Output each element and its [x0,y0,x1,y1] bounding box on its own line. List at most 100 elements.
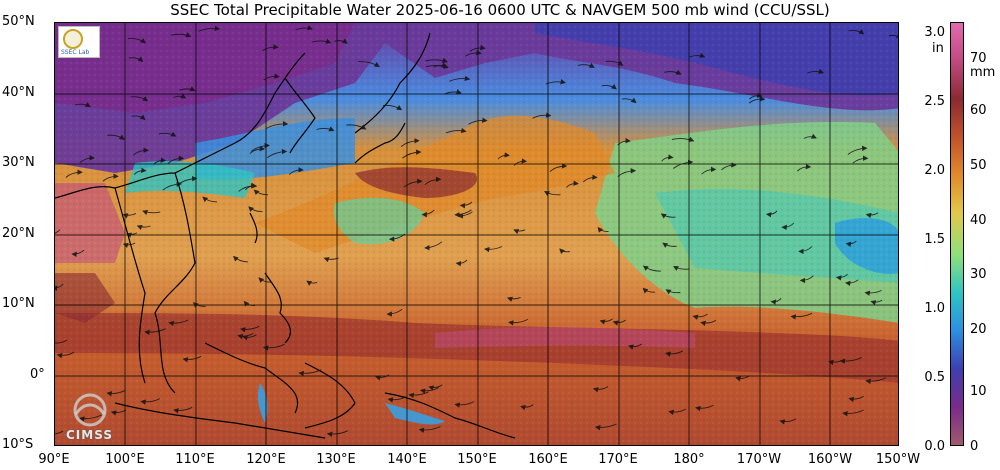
wind-arrow [421,209,435,218]
wind-arrow [346,124,367,130]
wind-arrow [695,404,714,412]
wind-arrow [864,289,882,296]
wind-arrow [592,386,609,393]
wind-arrow [865,377,886,385]
wind-arrow [403,178,423,188]
colorbar [950,22,964,446]
coastlines [55,32,516,439]
wind-arrow [248,206,263,213]
wind-arrow [672,266,690,271]
wind-arrow [661,154,674,162]
wind-arrow [424,241,443,251]
wind-arrow [128,56,144,62]
wind-arrow [386,308,403,317]
wind-arrow [262,44,279,52]
colorbar-tick-in: 1.0 [924,301,945,316]
colorbar-tick-in: 1.5 [924,232,945,247]
wind-arrow [779,418,797,425]
wind-arrow [170,32,192,38]
wind-arrow [664,69,682,75]
lon-label: 170°E [598,452,638,467]
wind-arrow [662,242,677,248]
wind-arrow [798,246,813,255]
wind-arrow [599,318,613,325]
wind-arrow [243,300,256,307]
wind-arrow [721,162,737,171]
wind-arrow [177,176,198,186]
wind-arrow [845,240,857,247]
wind-arrow [295,25,313,31]
lon-label: 160°W [807,452,853,467]
map-canvas [55,23,898,445]
wind-arrow [258,277,273,283]
wind-streamlines [55,25,898,437]
wind-arrow [130,96,149,102]
wind-arrow [749,92,763,100]
colorbar-tick-mm: 70 [970,51,987,66]
wind-arrow [577,62,595,68]
wind-arrow [263,73,280,81]
wind-arrow [559,248,570,255]
wind-arrow [388,233,406,242]
wind-arrow [55,430,64,435]
wind-arrow [621,97,637,104]
wind-arrow [700,319,717,327]
wind-arrow [173,93,187,99]
lat-label: 30°N [2,155,35,170]
wind-arrow [443,89,462,95]
wind-arrow [457,211,473,219]
wind-arrow [701,166,717,175]
logo-label: SSEC Lab [61,49,90,56]
wind-arrow [298,369,322,377]
wind-arrow [56,351,75,359]
wind-arrow [253,189,269,196]
wind-arrow [249,146,266,154]
lon-label: 110°E [175,452,215,467]
wind-arrow [605,60,624,66]
lat-label: 10°N [2,296,35,311]
wind-arrow [497,152,510,160]
wind-arrow [198,25,221,32]
wind-arrow [74,102,91,108]
wind-arrow [79,155,95,164]
wind-arrow [265,121,289,129]
lat-label: 20°N [2,226,35,241]
colorbar-tick-in: 3.0 [924,25,945,40]
wind-arrow [122,242,136,249]
wind-arrow [244,183,258,191]
wind-arrow [425,63,449,69]
wind-arrow [192,302,206,308]
wind-arrow [233,255,249,263]
wind-arrow [454,401,475,408]
wind-arrow [418,426,441,433]
colorbar-tick-mm: 0 [970,439,979,454]
lat-label: 40°N [2,85,35,100]
wind-arrow [382,104,403,111]
lat-label: 10°S [2,437,34,452]
wind-arrow [735,375,750,382]
wind-arrow [469,44,486,52]
wind-arrow [237,333,254,340]
wind-arrow [549,163,568,172]
wind-arrow [673,159,694,169]
wind-arrow [671,136,695,142]
wind-arrow [835,273,848,281]
wind-arrow [852,155,869,164]
wind-arrow [665,289,681,295]
wind-arrow [508,319,529,326]
wind-arrow [455,259,468,267]
colorbar-tick-mm: 30 [970,267,987,282]
colorbar-tick-mm: 60 [970,103,987,118]
wind-arrow [484,246,503,253]
wind-arrow [55,283,64,291]
wind-arrow [312,38,332,44]
wind-arrow [847,145,868,155]
wind-arrow [323,257,339,263]
wind-arrow [597,226,609,233]
wind-arrow [513,229,526,235]
colorbar-unit-in: in [932,41,944,56]
wind-arrow [870,299,883,306]
wind-arrow [127,38,147,44]
lat-label: 0° [30,367,45,382]
lon-label: 100°E [105,452,145,467]
